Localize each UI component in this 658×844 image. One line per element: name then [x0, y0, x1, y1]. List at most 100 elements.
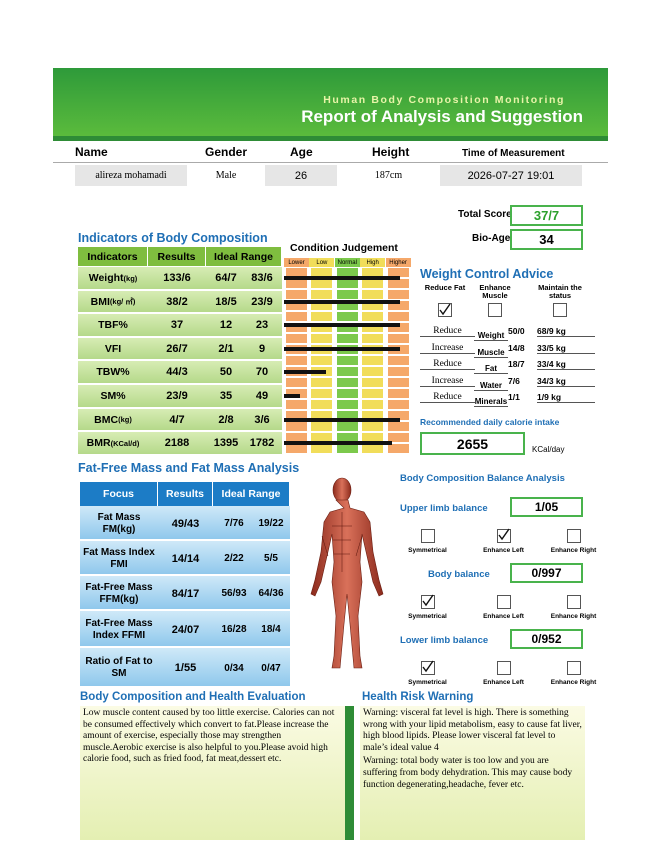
advice-target: 33/4 kg [537, 359, 595, 370]
ideal-low: 64/7 [215, 272, 237, 284]
indicator-name: Weight (kg) [88, 272, 138, 284]
table-header: Indicators [78, 247, 148, 266]
table-header: Results [148, 247, 206, 266]
fat-low: 7/76 [224, 518, 244, 529]
advice-item: Weight [474, 331, 508, 341]
checkbox [496, 661, 511, 675]
advice-action: Reduce [420, 392, 475, 403]
balance-option: Enhance Right [550, 613, 597, 620]
balance-option: Enhance Right [550, 547, 597, 554]
advice-action: Increase [420, 343, 475, 354]
indicator-result: 4/7 [169, 413, 185, 426]
fat-row [80, 576, 290, 611]
fat-high: 64/36 [258, 588, 284, 599]
fat-row [80, 611, 290, 648]
report-subtitle: Human Body Composition Monitoring [323, 94, 565, 106]
balance-label: Body balance [428, 569, 490, 580]
evaluation-text: Low muscle content caused by too little … [83, 708, 335, 765]
field-label: Height [372, 145, 410, 159]
field-label: Name [75, 145, 108, 159]
calorie-value: 2655 [420, 432, 525, 455]
level-label: Normal [334, 258, 360, 267]
ideal-high: 23/9 [251, 295, 273, 308]
section-title: Health Risk Warning [362, 691, 474, 703]
indicator-cell [78, 267, 282, 291]
rule [53, 162, 608, 163]
ideal-high: 83/6 [251, 272, 273, 284]
header-band [53, 68, 608, 138]
indicator-result: 38/2 [166, 295, 188, 308]
indicator-name: BMR (KCal/d) [86, 437, 140, 450]
indicator-name: BMI (kg/ ㎡) [90, 295, 136, 308]
field-value: 187cm [340, 165, 437, 186]
section-title: Weight Control Advice [420, 267, 554, 281]
fat-row [80, 541, 290, 576]
indicator-result: 26/7 [166, 342, 188, 355]
fat-focus: Fat Mass Index FMI [83, 546, 155, 570]
balance-option: Symmetrical [408, 613, 447, 620]
table-header: Focus [80, 482, 158, 506]
ideal-high: 3/6 [254, 413, 270, 426]
indicator-cell [78, 432, 282, 456]
total-score: 37/7 [510, 205, 583, 226]
indicator-result: 37 [170, 319, 184, 332]
fat-focus: Fat-Free Mass Index FFMI [85, 617, 153, 641]
fat-high: 18/4 [261, 624, 281, 635]
option-label: Enhance Muscle [479, 283, 511, 300]
check-mark [497, 528, 510, 541]
advice-item: Water [474, 381, 508, 391]
indicator-result: 133/6 [163, 272, 191, 284]
ideal-high: 23 [255, 319, 269, 332]
balance-value: 0/952 [510, 629, 583, 649]
balance-label: Lower limb balance [400, 635, 489, 646]
field-value: alireza mohamadi [75, 165, 187, 186]
section-title: Indicators of Body Composition [78, 231, 268, 245]
level-label: Low [309, 258, 335, 267]
evaluation-box: Low muscle content caused by too little … [80, 706, 345, 840]
calorie-unit: KCal/day [532, 445, 565, 454]
fat-result: 1/55 [174, 662, 197, 674]
field-value: Male [190, 165, 262, 186]
ideal-high: 49 [255, 390, 269, 402]
ideal-low: 2/8 [218, 413, 234, 426]
unit: (kg/ ㎡) [109, 297, 136, 307]
field-label: Gender [205, 145, 248, 159]
section-title: Body Composition and Health Evaluation [80, 691, 306, 703]
score-label: Total Score [458, 209, 512, 220]
check-mark [421, 660, 434, 673]
warning-text: Warning: visceral fat level is high. The… [363, 708, 582, 753]
section-title: Body Composition Balance Analysis [400, 473, 565, 484]
checkbox [420, 529, 435, 543]
indicator-name: SM% [100, 390, 126, 402]
indicator-cell [78, 385, 282, 409]
condition-bar [284, 441, 392, 446]
advice-value: 1/1 [508, 392, 520, 402]
condition-bar [284, 299, 400, 304]
advice-item: Fat [474, 364, 508, 374]
fat-row [80, 506, 290, 541]
indicator-name: BMC (kg) [94, 413, 132, 426]
body-figure [310, 477, 384, 669]
field-label: Age [290, 145, 313, 159]
advice-target: 34/3 kg [537, 376, 595, 387]
condition-bar [284, 323, 400, 328]
fat-low: 0/34 [224, 662, 244, 674]
indicator-result: 23/9 [166, 390, 188, 402]
level-column [311, 268, 333, 455]
ideal-low: 2/1 [218, 342, 234, 355]
indicator-result: 44/3 [166, 366, 188, 379]
ideal-high: 9 [258, 342, 266, 355]
fat-result: 49/43 [171, 517, 200, 530]
unit: (kg) [123, 273, 138, 283]
header-rule [53, 136, 608, 141]
advice-action: Reduce [420, 326, 475, 337]
field-value: 2026-07-27 19:01 [440, 165, 582, 186]
warning-text: Warning: total body water is too low and… [363, 756, 573, 790]
advice-target: 68/9 kg [537, 326, 595, 337]
level-label: Higher [385, 258, 411, 267]
advice-item: Muscle [474, 348, 508, 358]
advice-target: 33/5 kg [537, 343, 595, 354]
balance-option: Symmetrical [408, 679, 447, 686]
table-header: Results [158, 482, 213, 506]
ideal-low: 18/5 [215, 295, 237, 308]
